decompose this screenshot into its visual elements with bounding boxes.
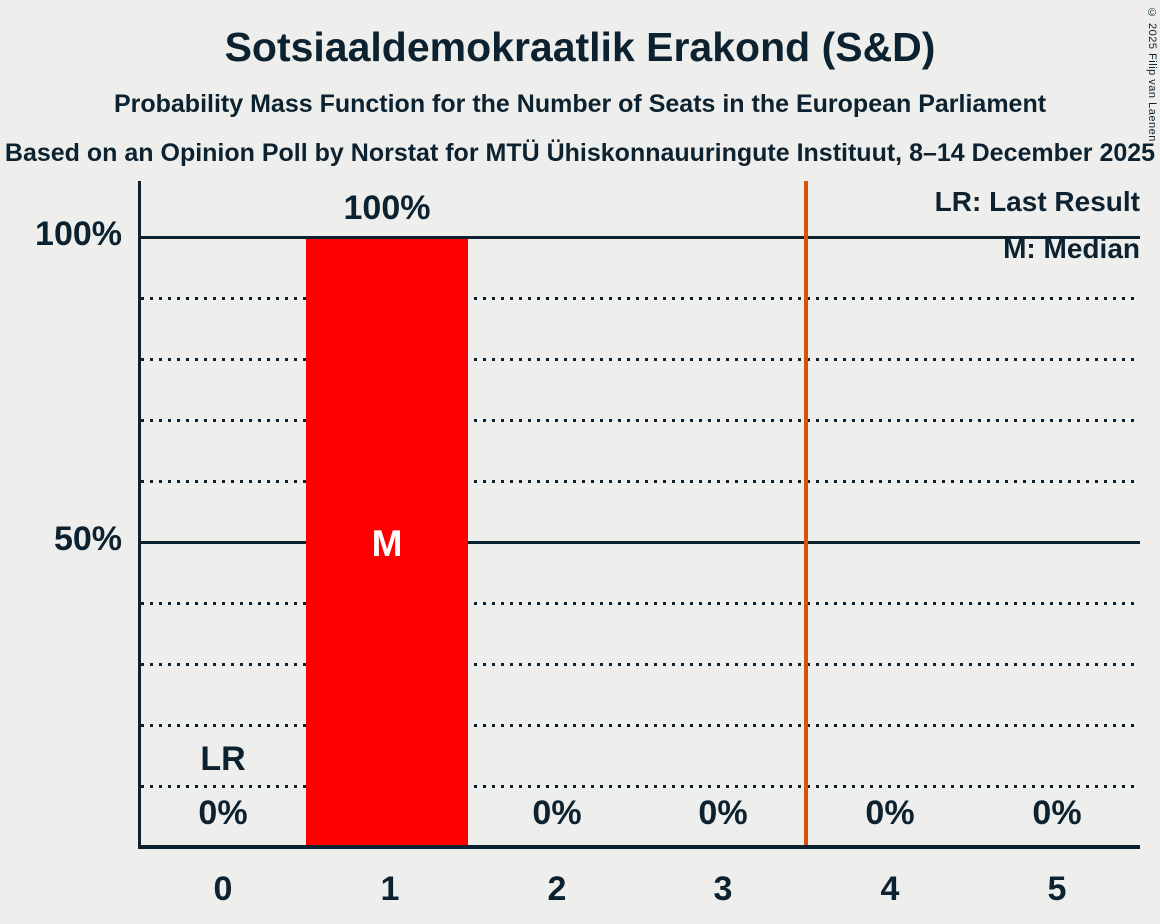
bar-value-label-seat-4: 0% — [865, 794, 915, 832]
gridline-40pct — [141, 602, 1140, 605]
reference-line — [804, 181, 808, 845]
gridline-80pct — [141, 358, 1140, 361]
gridline-10pct — [141, 785, 1140, 788]
y-tick-50pct: 50% — [53, 520, 122, 558]
gridline-90pct — [141, 297, 1140, 300]
gridline-70pct — [141, 419, 1140, 422]
bar-seat-1: M — [306, 239, 468, 845]
gridline-20pct — [141, 724, 1140, 727]
chart-subtitle: Probability Mass Function for the Number… — [113, 90, 1047, 118]
chart-title: Sotsiaaldemokraatlik Erakond (S&D) — [224, 24, 936, 70]
gridline-30pct — [141, 663, 1140, 666]
bar-value-label-seat-2: 0% — [532, 794, 582, 832]
median-marker: M — [371, 523, 403, 564]
bar-value-label-seat-0: 0% — [198, 794, 248, 832]
y-axis-line — [138, 181, 141, 849]
bar-value-label-seat-3: 0% — [698, 794, 748, 832]
gridline-100pct — [141, 236, 1140, 239]
x-tick-0: 0 — [213, 870, 233, 908]
x-tick-4: 4 — [880, 870, 900, 908]
copyright-note: © 2025 Filip van Laenen — [1146, 7, 1158, 142]
legend-last-result: LR: Last Result — [934, 186, 1140, 217]
legend-median: M: Median — [1003, 233, 1140, 264]
gridline-60pct — [141, 480, 1140, 483]
x-tick-3: 3 — [713, 870, 733, 908]
last-result-marker: LR — [200, 740, 246, 778]
x-tick-1: 1 — [380, 870, 400, 908]
bar-value-label-seat-5: 0% — [1032, 794, 1082, 832]
y-tick-100pct: 100% — [35, 215, 122, 253]
chart-source-line: Based on an Opinion Poll by Norstat for … — [4, 139, 1156, 167]
x-tick-5: 5 — [1047, 870, 1067, 908]
gridline-50pct — [141, 541, 1140, 544]
bar-value-label-seat-1: 100% — [343, 189, 431, 227]
x-axis-line — [138, 845, 1140, 849]
x-tick-2: 2 — [547, 870, 567, 908]
